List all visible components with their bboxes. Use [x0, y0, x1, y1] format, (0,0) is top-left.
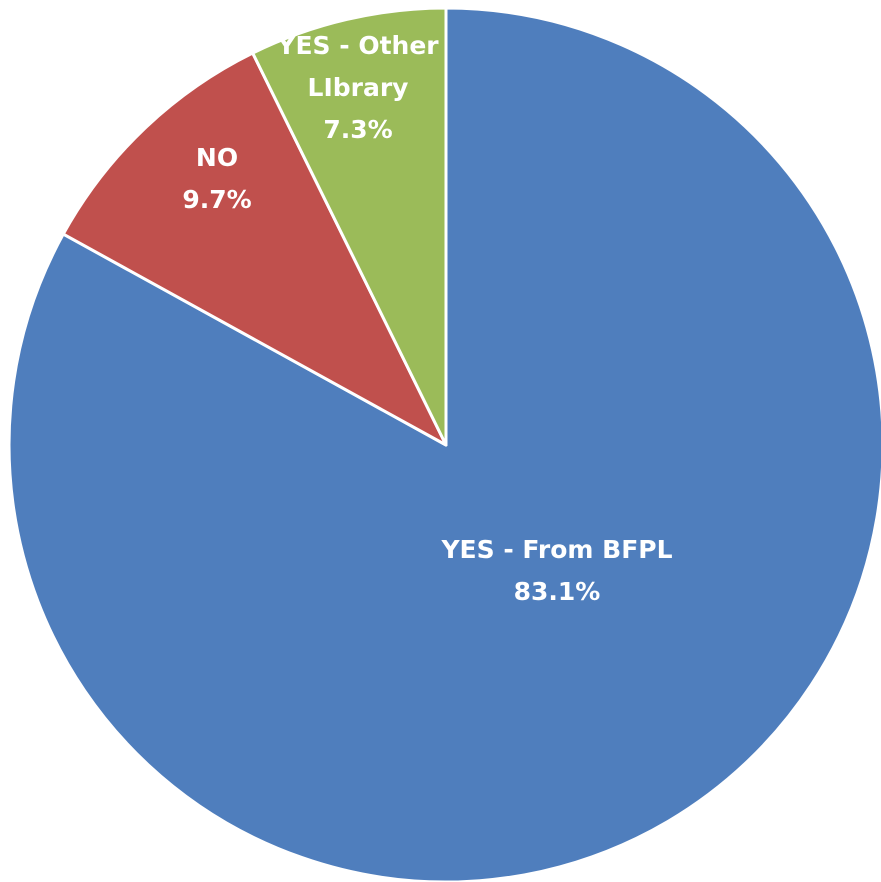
- pie-label-1: NO 9.7%: [182, 143, 251, 214]
- pie-label-0: YES - From BFPL 83.1%: [440, 535, 672, 606]
- pie-category-label: YES - Other: [276, 31, 439, 60]
- pie-slice-1: [61, 51, 448, 447]
- pie-category-label: YES - From BFPL: [440, 535, 672, 564]
- pie-slice-2: [251, 6, 448, 447]
- pie-value-label: 83.1%: [514, 577, 601, 606]
- pie-labels: YES - From BFPL 83.1% NO 9.7% YES - Other LIb…: [182, 31, 672, 606]
- pie-category-label: LIbrary: [308, 73, 409, 102]
- pie-value-label: 7.3%: [323, 115, 392, 144]
- pie-value-label: 9.7%: [182, 185, 251, 214]
- pie-label-2: YES - Other LIbrary 7.3%: [276, 31, 439, 144]
- pie-slices: [7, 6, 881, 882]
- pie-category-label: NO: [196, 143, 238, 172]
